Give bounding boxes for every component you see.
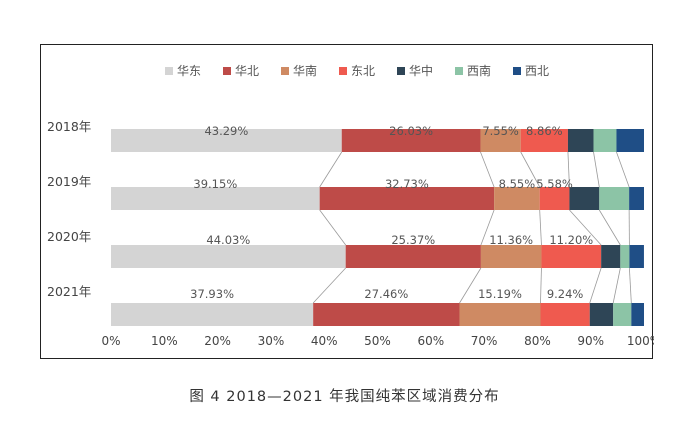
bar-segment [589,303,614,326]
bar-segment [601,245,621,268]
data-label: 37.93% [190,287,234,301]
x-tick-label: 30% [258,334,285,348]
legend-label-4: 华中 [409,63,433,78]
bar-segment [111,303,314,326]
bar-segment [480,245,542,268]
x-tick-label: 80% [524,334,551,348]
connector-line [312,267,346,304]
bar-segment [593,129,617,152]
data-label: 8.86% [526,124,563,138]
bar-segment [459,303,541,326]
bar-segment [599,187,630,210]
x-tick-label: 70% [471,334,498,348]
x-tick-label: 10% [151,334,178,348]
connector-line [480,209,495,246]
data-label: 11.36% [489,233,533,247]
x-tick-label: 20% [204,334,231,348]
bar-segment [620,245,630,268]
bar-segment [629,245,644,268]
bar-segment [111,245,346,268]
bar-segment [631,303,644,326]
connector-line [628,267,632,304]
bar-segment [541,245,602,268]
bar-segment [111,129,342,152]
data-label: 44.03% [206,233,250,247]
legend-swatch-0 [165,67,173,75]
data-label: 9.24% [547,287,584,301]
x-tick-label: 0% [101,334,120,348]
data-label: 15.19% [478,287,522,301]
connector-line [593,151,600,188]
data-label: 39.15% [193,177,237,191]
connector-line [319,151,343,188]
legend-label-1: 华北 [235,64,259,78]
bar-segment [540,303,590,326]
legend-swatch-5 [455,67,463,75]
bar-segment [569,187,600,210]
data-label: 25.37% [391,233,435,247]
x-tick-label: 60% [417,334,444,348]
legend-label-2: 华南 [293,63,317,78]
category-label: 2018年 [47,119,91,134]
x-tick-label: 90% [577,334,604,348]
connector-line [319,209,347,246]
connector-line [612,267,621,304]
bar-segment [613,303,632,326]
legend-label-5: 西南 [467,63,491,78]
data-label: 27.46% [364,287,408,301]
bar-segment [567,129,594,152]
connector-line [598,209,621,246]
data-label: 5.58% [536,177,573,191]
legend-swatch-3 [339,67,347,75]
bar-segment [616,129,644,152]
connector-line [567,151,570,188]
category-label: 2020年 [47,229,91,244]
data-label: 11.20% [549,233,593,247]
connector-line [569,209,602,246]
bar-segment [341,129,481,152]
connector-line [520,151,541,188]
stacked-bar-chart: 华东 华北 华南 东北 华中 西南 西北 43.29% 26.03% 7.55% 8.86% 39.1… [47,63,654,348]
bar-segment [111,187,320,210]
bar-segment [480,129,521,152]
legend-swatch-4 [397,67,405,75]
x-tick-label: 40% [311,334,338,348]
data-label: 43.29% [204,124,248,138]
category-label: 2019年 [47,174,91,189]
x-tick-label: 50% [364,334,391,348]
connector-line [459,267,482,304]
connector-line [540,267,542,304]
x-tick-label: 100% [627,334,654,348]
legend-label-0: 华东 [177,64,201,78]
data-label: 8.55% [499,177,536,191]
bar-segment [520,129,568,152]
legend-label-6: 西北 [525,64,549,78]
data-label: 32.73% [385,177,429,191]
connector-line [589,267,602,304]
legend-swatch-6 [513,67,521,75]
bar-segment [494,187,540,210]
bar-segment [319,187,495,210]
connector-line [480,151,495,188]
bar-segment [539,187,570,210]
data-label: 7.55% [482,124,519,138]
connector-line [539,209,542,246]
category-label: 2021年 [47,284,91,299]
bar-segment [345,245,481,268]
legend-label-3: 东北 [351,64,375,78]
connector-line [616,151,630,188]
legend-swatch-2 [281,67,289,75]
legend-swatch-1 [223,67,231,75]
data-label: 26.03% [389,124,433,138]
bar-segment [313,303,460,326]
bar-segment [629,187,644,210]
figure-caption: 图 4 2018—2021 年我国纯苯区域消费分布 [189,389,500,405]
chart-frame: 华东 华北 华南 东北 华中 西南 西北 43.29% 26.03% 7.55% 8.86% 39.1… [40,44,654,359]
